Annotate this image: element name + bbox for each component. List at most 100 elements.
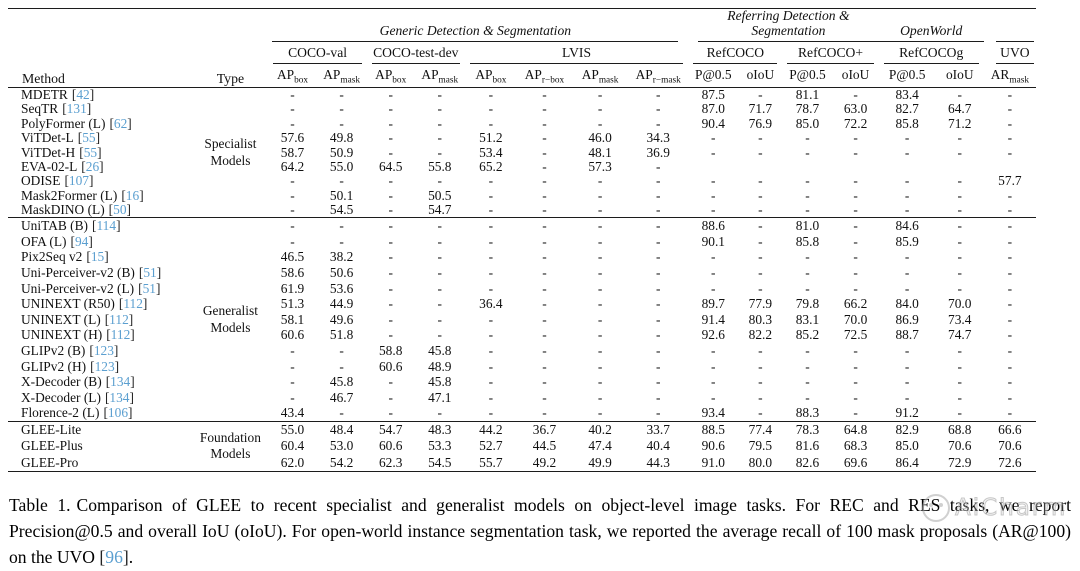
value-cell: - [711,280,716,296]
citation-link[interactable]: 114 [96,218,117,234]
value-cell: 62.3 [378,454,403,470]
citation-link[interactable]: 55 [83,145,98,160]
value-cell: 60.6 [378,358,403,374]
value-cell: 72.6 [998,454,1022,470]
value-cell: - [388,374,393,390]
cite-bracket: [ [64,174,69,189]
cite-bracket: ] [126,203,131,218]
dataset-lvis: LVIS [465,42,688,64]
cite-bracket: ] [104,249,109,265]
method-cell: UNINEXT (L) [112] [8,312,192,328]
citation-link[interactable]: 131 [66,102,87,117]
value-cell [833,160,879,174]
value-cell: - [290,358,295,374]
method-name: MDETR [21,87,68,103]
value-cell: 90.4 [701,115,725,131]
value-cell: - [655,405,661,421]
value-cell: - [853,130,858,146]
value-cell: - [437,249,443,265]
value-cell: 82.6 [795,454,820,470]
value-cell: - [805,342,810,358]
value-cell: 44.2 [464,421,517,439]
value-cell: - [957,249,962,265]
value-cell: - [597,405,603,421]
citation-link[interactable]: 51 [142,280,156,296]
type-cell: Specialist Models [192,87,268,218]
value-cell [879,160,936,174]
value-cell: - [437,233,443,249]
citation-link[interactable]: 106 [107,405,129,421]
metric-p05: P@0.5 [878,63,936,88]
method-name: OFA (L) [21,234,67,249]
value-cell: - [655,173,661,189]
value-cell: - [853,280,858,296]
cite-bracket: ] [113,343,119,358]
method-name: UNINEXT (L) [21,311,101,327]
value-cell: 33.7 [628,421,689,439]
cite-bracket: ] [89,174,94,189]
value-cell: - [628,217,689,235]
value-cell: - [597,311,603,327]
value-cell: - [542,389,547,405]
value-cell: 54.7 [366,421,415,439]
value-cell: 88.7 [895,327,919,343]
citation-link[interactable]: 112 [109,311,129,327]
value-cell: - [655,342,661,358]
method-name: GLEE-Plus [21,438,83,454]
table-row: Florence-2 (L) [106] 43.4 - - - - - - - 93.4 - 88.3 -… [8,406,1036,422]
method-name: ODISE [21,174,61,189]
citation-link[interactable]: 16 [125,188,140,203]
value-cell: - [758,187,763,203]
cite-bracket: [ [109,116,114,131]
value-cell: - [290,87,295,103]
table-row: UNINEXT (L) [112] 58.1 49.6 - - - - - - 91.4 80.3 83… [8,312,1036,328]
cite-bracket: ] [89,87,95,103]
value-cell: - [437,296,443,312]
value-cell: - [711,144,716,160]
method-cell: EVA-02-L [26] [8,160,192,174]
table-row: ViTDet-H [55] 58.7 50.9 - - 53.4 - 48.1 36.9 - - - - -… [8,145,1036,159]
citation-link[interactable]: 55 [82,131,96,146]
citation-link[interactable]: 123 [93,343,114,358]
value-cell: - [597,202,603,218]
value-cell: 88.5 [688,421,739,439]
citation-link[interactable]: 94 [74,234,89,249]
citation-link[interactable]: 51 [143,265,157,280]
caption-citation-link[interactable]: 96 [105,547,123,568]
citation-link[interactable]: 134 [110,374,131,390]
value-cell: 85.0 [795,115,820,131]
value-cell: - [758,342,763,358]
value-cell: - [738,217,783,235]
method-cell: Florence-2 (L) [106] [8,406,192,422]
value-cell: 44.9 [329,296,354,312]
citation-link[interactable]: 42 [76,87,90,103]
citation-link[interactable]: 112 [110,327,131,343]
citation-link[interactable]: 134 [109,389,130,405]
value-cell: - [542,159,547,175]
citation-link[interactable]: 107 [68,174,89,189]
value-cell: 40.2 [572,421,629,439]
value-cell: - [711,249,716,265]
citation-link[interactable]: 112 [123,296,143,312]
value-cell: - [488,173,494,189]
table-row: GLEE-Pro 62.0 54.2 62.3 54.5 55.7 49.2 49.9 44.3… [8,455,1036,472]
citation-link[interactable]: 50 [113,203,127,218]
cite-bracket: ] [128,311,134,327]
value-cell: 57.3 [588,159,612,175]
value-cell: - [572,217,629,235]
cite-bracket: [ [79,145,84,160]
citation-link[interactable]: 15 [90,249,105,265]
value-cell: - [957,342,962,358]
citation-link[interactable]: 26 [85,159,100,175]
citation-link[interactable]: 62 [113,116,128,131]
value-cell: - [488,342,494,358]
citation-link[interactable]: 123 [94,358,115,374]
value-cell: - [957,187,962,203]
method-name: GLIPv2 (B) [21,343,86,358]
group-openworld: OpenWorld [878,9,984,42]
value-cell: 81.1 [795,87,820,103]
value-cell: - [758,130,763,146]
type-label: Specialist Models [204,135,257,168]
value-cell: 79.5 [748,438,773,454]
cite-bracket: [ [77,131,83,146]
